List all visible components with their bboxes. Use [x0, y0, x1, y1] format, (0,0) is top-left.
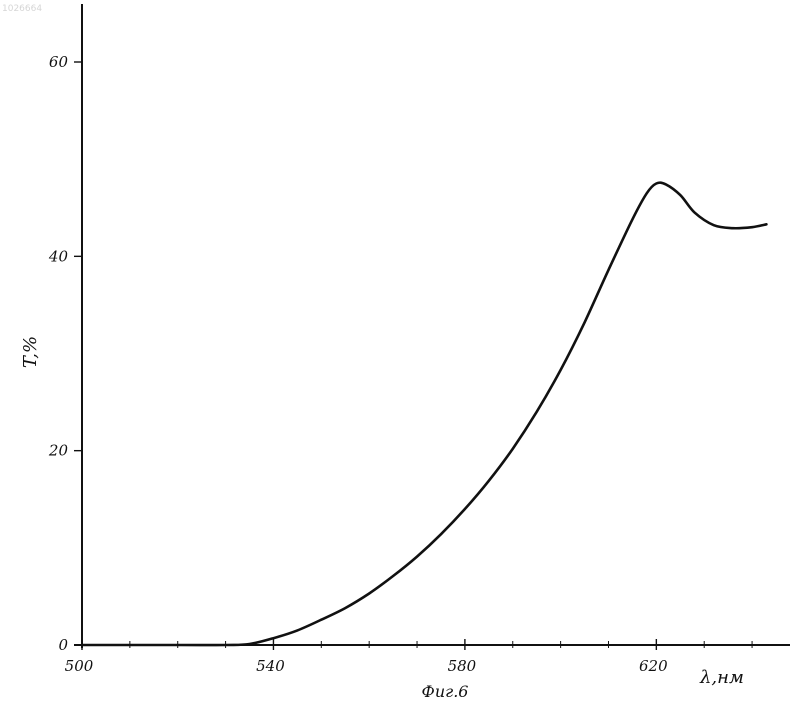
y-tick-label-40: 40: [48, 247, 69, 265]
data-point-0-27: [752, 227, 753, 228]
ticks: [74, 62, 752, 650]
data-point-0-14: [512, 448, 513, 449]
data-point-0-1: [177, 644, 178, 645]
data-point-0-2: [225, 644, 226, 645]
data-point-0-26: [732, 228, 733, 229]
data-point-0-24: [694, 212, 695, 213]
data-point-0-17: [584, 322, 585, 323]
data-point-0-16: [560, 369, 561, 370]
data-point-0-12: [464, 508, 465, 509]
x-tick-label-620: 620: [639, 657, 668, 675]
data-point-0-23: [680, 195, 681, 196]
data-point-0-0: [81, 644, 82, 645]
data-point-0-28: [766, 224, 767, 225]
data-point-0-9: [393, 575, 394, 576]
tick-labels: 500 540 580 620 0 20 40 60: [48, 53, 668, 675]
data-point-0-19: [632, 219, 633, 220]
data-point-0-3: [249, 643, 250, 644]
axes: [74, 4, 790, 648]
data-point-0-4: [273, 638, 274, 639]
data-point-0-22: [665, 184, 666, 185]
data-point-0-18: [608, 269, 609, 270]
x-axis-title: λ,нм: [699, 667, 744, 688]
y-tick-label-60: 60: [49, 53, 69, 71]
data-point-0-10: [416, 556, 417, 557]
figure-caption: Фиг.6: [422, 682, 469, 701]
data-point-0-8: [369, 593, 370, 594]
data-point-0-21: [656, 183, 657, 184]
y-axis-title: T,%: [20, 336, 41, 368]
data-point-0-15: [536, 411, 537, 412]
data-point-0-20: [646, 193, 647, 194]
x-tick-label-500: 500: [65, 657, 94, 675]
archive-stamp: 1026664: [2, 4, 42, 14]
y-tick-label-0: 0: [58, 636, 68, 654]
y-tick-label-20: 20: [48, 442, 69, 460]
data-point-0-25: [713, 225, 714, 226]
series-layer: [81, 183, 767, 646]
series-line-0: [82, 183, 766, 645]
x-tick-label-580: 580: [448, 657, 477, 675]
data-point-0-13: [488, 480, 489, 481]
data-point-0-5: [297, 630, 298, 631]
data-point-0-6: [321, 619, 322, 620]
data-point-0-7: [345, 608, 346, 609]
x-tick-label-540: 540: [256, 657, 285, 675]
data-point-0-11: [440, 534, 441, 535]
